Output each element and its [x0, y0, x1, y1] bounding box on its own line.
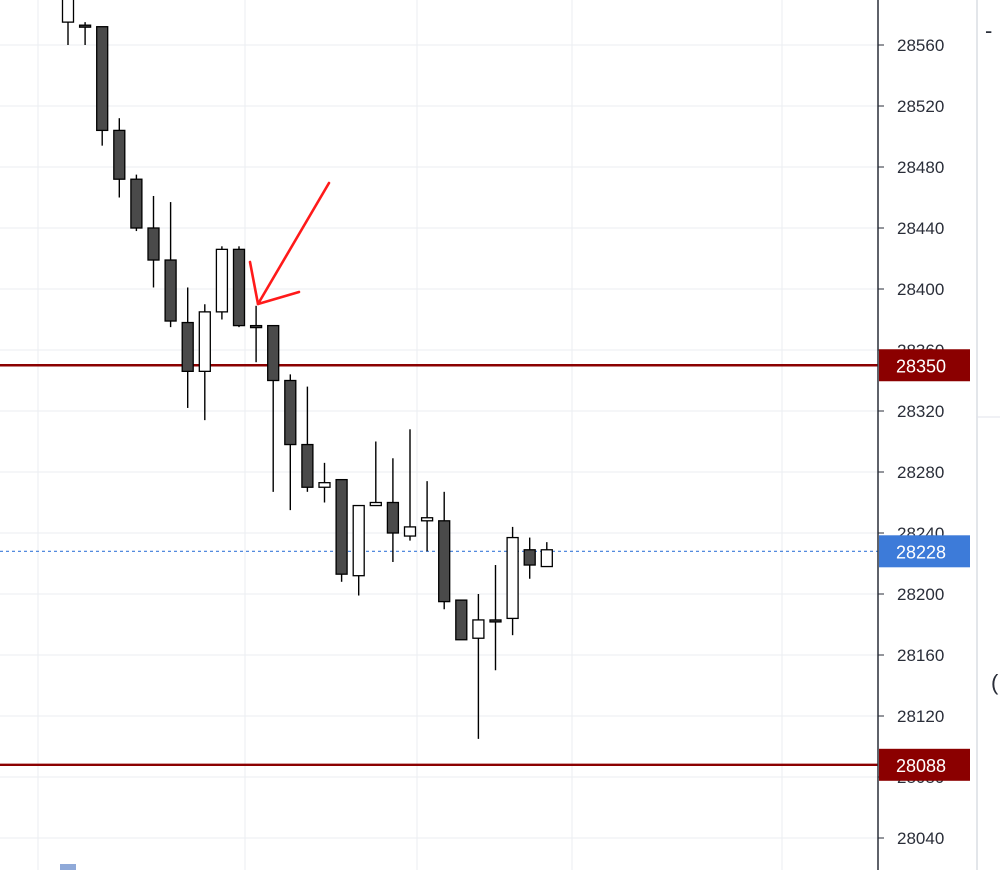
candle	[249, 305, 263, 363]
level-badge-label: 28088	[896, 756, 946, 776]
candle	[61, 0, 75, 45]
level-badge	[879, 349, 970, 382]
axis-tick-label: 28560	[897, 36, 944, 55]
edge-paren-icon: (	[991, 670, 999, 695]
grid	[0, 0, 878, 870]
axis-tick-label: 28520	[897, 97, 944, 116]
axis-tick-label: 28120	[897, 707, 944, 726]
axis-tick-label: 28280	[897, 463, 944, 482]
axis-tick-label: 28040	[897, 829, 944, 848]
axis-tick-label: 28200	[897, 585, 944, 604]
candle-body-bull	[540, 549, 553, 568]
candle	[420, 481, 434, 552]
candle	[540, 542, 553, 568]
current-price-badge	[879, 535, 970, 568]
candle-body-bear	[335, 478, 348, 575]
candle	[506, 526, 519, 636]
candle	[198, 304, 211, 421]
candle	[147, 195, 160, 288]
candle-body-bear	[455, 599, 468, 641]
candle	[335, 478, 348, 582]
candle-body-bull	[215, 248, 229, 313]
candle-body-bear	[438, 520, 451, 603]
current-price-label: 28228	[896, 542, 946, 562]
price-badges: 28350 28088 28228	[879, 349, 970, 781]
candle-body-bear	[232, 248, 246, 327]
axis-tick-label: 28160	[897, 646, 944, 665]
candle-body-bear	[301, 443, 314, 488]
candle	[403, 429, 417, 541]
level-badge-label: 28350	[896, 356, 946, 376]
price-axis[interactable]: 2804028080281202816028200282402828028320…	[877, 0, 944, 870]
annotation-layer	[248, 181, 331, 306]
candle-body-bear	[267, 324, 280, 382]
candle	[489, 565, 502, 671]
candle	[267, 324, 280, 492]
candle	[78, 22, 92, 45]
candle	[164, 202, 177, 328]
candle-body-bear	[130, 178, 143, 229]
edge-dash-icon: -	[985, 18, 992, 43]
axis-tick-label: 28320	[897, 402, 944, 421]
candle-body-bear	[249, 324, 263, 329]
candle-body-bull	[198, 311, 211, 372]
axis-tick-label: 28480	[897, 158, 944, 177]
candle-body-bull	[352, 504, 365, 577]
candle-body-bull	[61, 0, 75, 23]
axis-tick-label: 28400	[897, 280, 944, 299]
candle-body-bear	[489, 619, 502, 623]
candle-body-bear	[181, 321, 194, 372]
candle	[318, 462, 331, 503]
candle-body-bear	[113, 129, 126, 180]
candle	[523, 537, 536, 579]
candle-body-bull	[420, 517, 434, 522]
candle-body-bear	[386, 501, 400, 534]
candle-body-bear	[96, 26, 109, 132]
candle-body-bull	[369, 501, 382, 507]
candles	[61, 0, 553, 739]
candle-body-bear	[78, 24, 92, 28]
arrow-annotation[interactable]	[256, 181, 331, 306]
candle	[232, 246, 246, 328]
candle-body-bear	[147, 227, 160, 261]
candle	[215, 246, 229, 320]
level-badge	[879, 748, 970, 781]
candle-body-bear	[164, 259, 177, 322]
candle	[284, 374, 297, 511]
candle	[113, 118, 126, 198]
candle-body-bear	[284, 379, 297, 446]
candle	[455, 599, 468, 641]
candle	[96, 26, 109, 146]
candle	[181, 287, 194, 408]
axis-tick-label: 28440	[897, 219, 944, 238]
candle	[369, 441, 382, 507]
candle	[386, 458, 400, 562]
candle	[352, 504, 365, 596]
candle	[438, 491, 451, 610]
arrow-annotation-tail[interactable]	[248, 260, 260, 306]
candle-body-bull	[403, 526, 417, 537]
candle	[301, 386, 314, 492]
candle-body-bull	[472, 619, 485, 639]
candle-body-bull	[318, 482, 331, 488]
candle	[130, 174, 143, 232]
candle-body-bull	[506, 536, 519, 620]
time-marker	[60, 864, 76, 870]
right-edge: -(	[60, 0, 1000, 870]
candle-body-bear	[523, 549, 536, 566]
candle	[472, 594, 485, 739]
